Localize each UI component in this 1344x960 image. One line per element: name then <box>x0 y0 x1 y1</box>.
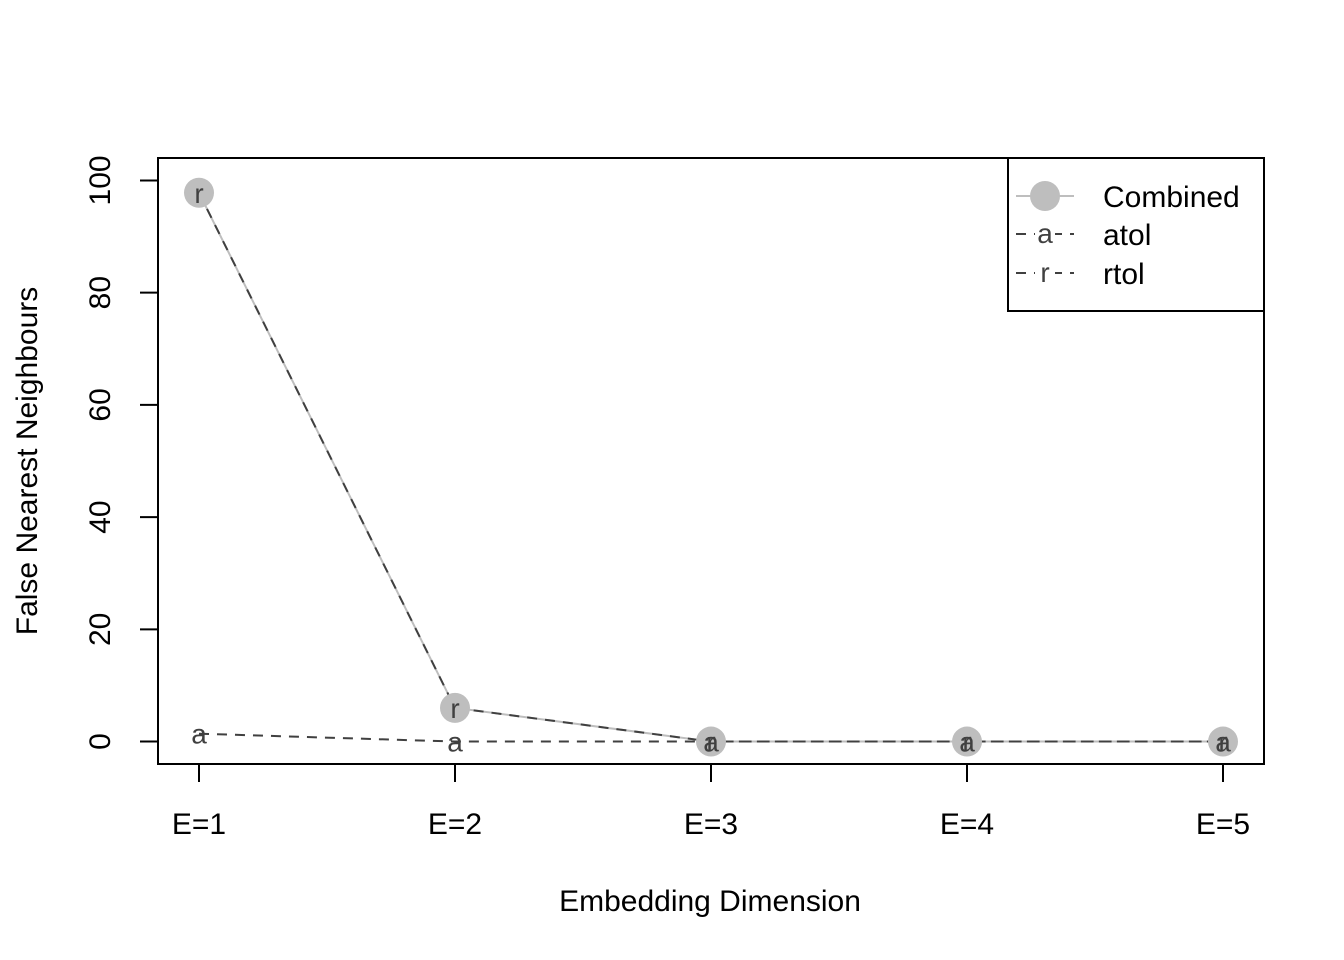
x-axis: E=1 E=2 E=3 E=4 E=5 <box>172 763 1250 841</box>
point-atol: a <box>191 719 207 750</box>
x-tick-label: E=3 <box>684 808 738 841</box>
y-tick-label: 100 <box>84 155 117 205</box>
point-atol: a <box>447 727 463 758</box>
y-tick-label: 80 <box>84 276 117 309</box>
point-atol: a <box>959 727 975 758</box>
point-rtol: r <box>194 178 203 209</box>
point-combined <box>1208 726 1238 757</box>
y-axis-title: False Nearest Neighbours <box>11 287 44 636</box>
point-rtol: r <box>1218 727 1227 758</box>
x-axis-title: Embedding Dimension <box>559 885 861 918</box>
point-combined <box>184 177 214 208</box>
y-axis: 0 20 40 60 80 100 <box>84 155 159 750</box>
point-combined <box>952 726 982 757</box>
legend-label-combined: Combined <box>1103 181 1240 214</box>
y-tick-label: 60 <box>84 388 117 421</box>
legend-marker-combined <box>1030 181 1060 211</box>
legend-marker-atol: a <box>1037 218 1053 249</box>
legend: Combined a atol r rtol <box>1007 157 1265 312</box>
point-combined <box>440 692 470 723</box>
x-tick-label: E=2 <box>428 808 482 841</box>
legend-marker-rtol: r <box>1040 257 1049 288</box>
y-tick-label: 0 <box>84 733 117 750</box>
point-combined <box>696 726 726 757</box>
y-tick-label: 20 <box>84 613 117 646</box>
legend-label-rtol: rtol <box>1103 258 1145 291</box>
y-tick-label: 40 <box>84 500 117 533</box>
point-rtol: r <box>706 727 715 758</box>
point-rtol: r <box>962 727 971 758</box>
point-atol: a <box>703 727 719 758</box>
legend-marker-bg-rtol <box>1035 261 1055 283</box>
point-rtol: r <box>450 693 459 724</box>
legend-label-atol: atol <box>1103 219 1151 252</box>
x-tick-label: E=4 <box>940 808 994 841</box>
x-tick-label: E=5 <box>1196 808 1250 841</box>
x-tick-label: E=1 <box>172 808 226 841</box>
point-atol: a <box>1215 727 1231 758</box>
legend-marker-bg-atol <box>1035 222 1055 244</box>
